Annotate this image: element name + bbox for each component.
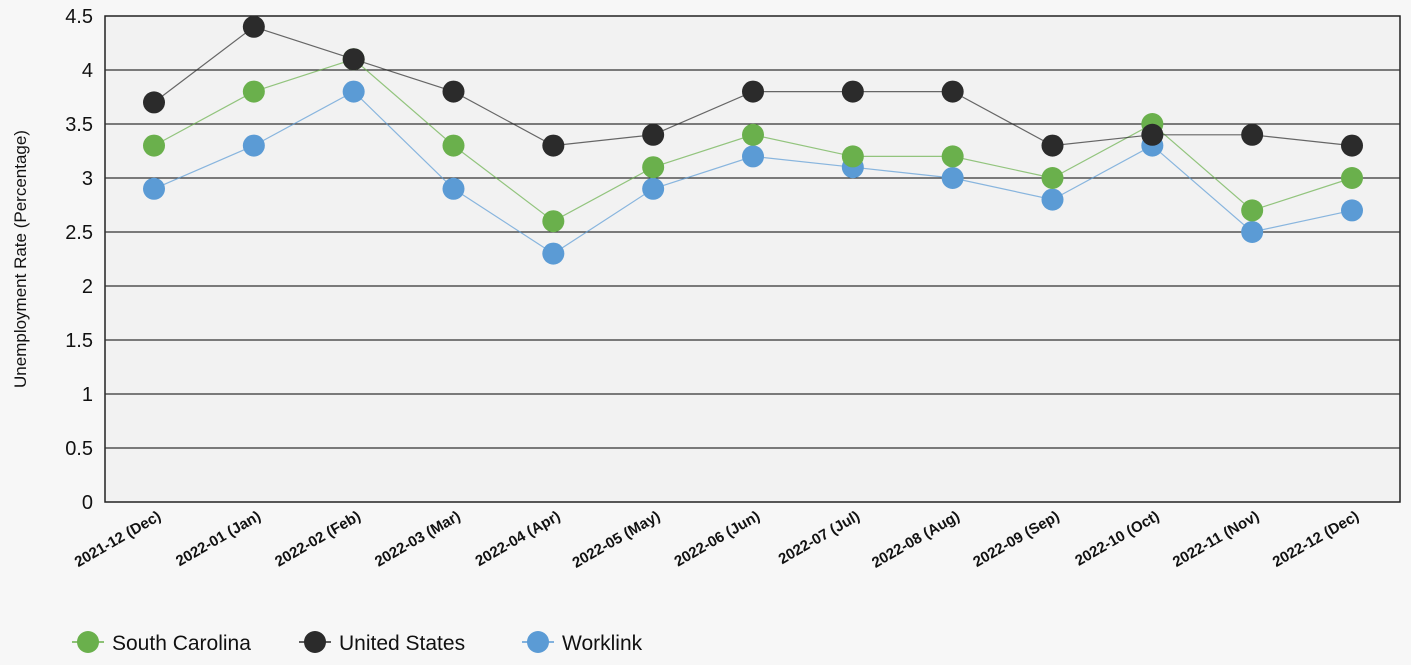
x-tick-label: 2022-07 (Jul) (776, 508, 863, 568)
data-point (242, 80, 265, 103)
data-point (841, 145, 864, 168)
x-tick-label: 2022-01 (Jan) (173, 508, 264, 570)
data-point (242, 134, 265, 157)
data-point (542, 210, 565, 233)
data-point (1341, 134, 1363, 157)
series-markers-united-states (143, 15, 1363, 157)
data-point (1341, 199, 1363, 222)
data-point (342, 48, 365, 71)
y-axis-label: Unemployment Rate (Percentage) (11, 130, 30, 388)
y-tick-label: 4.5 (65, 6, 93, 28)
x-axis-labels: 2021-12 (Dec) 2022-01 (Jan) 2022-02 (Feb) 2… (72, 508, 1362, 572)
y-tick-label: 4 (82, 60, 93, 82)
data-point (642, 177, 665, 200)
data-point (1041, 188, 1064, 211)
y-tick-label: 3 (82, 168, 93, 190)
data-point (1241, 221, 1264, 243)
legend-item: Worklink (522, 631, 643, 655)
x-tick-label: 2022-10 (Oct) (1072, 508, 1162, 570)
data-point (342, 80, 365, 103)
x-tick-label: 2022-08 (Aug) (869, 508, 963, 572)
data-point (1241, 199, 1264, 222)
legend-marker (304, 631, 326, 653)
legend: South Carolina United States Worklink (72, 631, 643, 655)
data-point (442, 134, 465, 157)
x-tick-label: 2022-11 (Nov) (1170, 508, 1262, 571)
data-point (742, 145, 764, 168)
data-point (941, 145, 964, 168)
data-point (242, 15, 265, 38)
y-tick-label: 1 (82, 384, 93, 406)
x-tick-label: 2022-04 (Apr) (473, 508, 564, 570)
data-point (442, 80, 465, 103)
data-point (542, 134, 565, 157)
data-point (642, 156, 665, 179)
y-tick-label: 2 (82, 276, 93, 298)
legend-marker (77, 631, 99, 653)
x-tick-label: 2022-12 (Dec) (1270, 508, 1362, 571)
x-tick-label: 2022-05 (May) (569, 508, 663, 572)
data-point (1141, 123, 1164, 146)
data-point (841, 80, 864, 103)
y-tick-label: 0 (82, 492, 93, 514)
x-tick-label: 2022-09 (Sep) (970, 508, 1062, 571)
y-tick-label: 3.5 (65, 114, 93, 136)
data-point (1241, 123, 1264, 146)
x-tick-label: 2022-06 (Jun) (671, 508, 763, 571)
legend-marker (527, 631, 549, 653)
data-point (442, 177, 465, 200)
data-point (941, 80, 964, 103)
legend-label: South Carolina (112, 632, 251, 655)
x-tick-label: 2022-03 (Mar) (372, 508, 464, 571)
y-tick-label: 0.5 (65, 438, 93, 460)
legend-item: United States (299, 631, 465, 655)
legend-item: South Carolina (72, 631, 251, 655)
x-tick-label: 2021-12 (Dec) (72, 508, 164, 571)
data-point (1341, 167, 1363, 189)
data-point (742, 123, 764, 146)
legend-label: United States (339, 632, 465, 655)
y-tick-label: 1.5 (65, 330, 93, 352)
data-point (542, 242, 565, 265)
data-point (941, 167, 964, 189)
y-grid: 0 0.5 1 1.5 2 2.5 3 3.5 4 4.5 (65, 6, 1400, 514)
data-point (143, 177, 165, 200)
data-point (143, 134, 165, 157)
data-point (642, 123, 665, 146)
data-point (143, 91, 165, 114)
x-tick-label: 2022-02 (Feb) (272, 508, 364, 571)
data-point (1041, 167, 1064, 189)
data-point (742, 80, 764, 103)
y-tick-label: 2.5 (65, 222, 93, 244)
legend-label: Worklink (562, 632, 643, 655)
data-point (1041, 134, 1064, 157)
